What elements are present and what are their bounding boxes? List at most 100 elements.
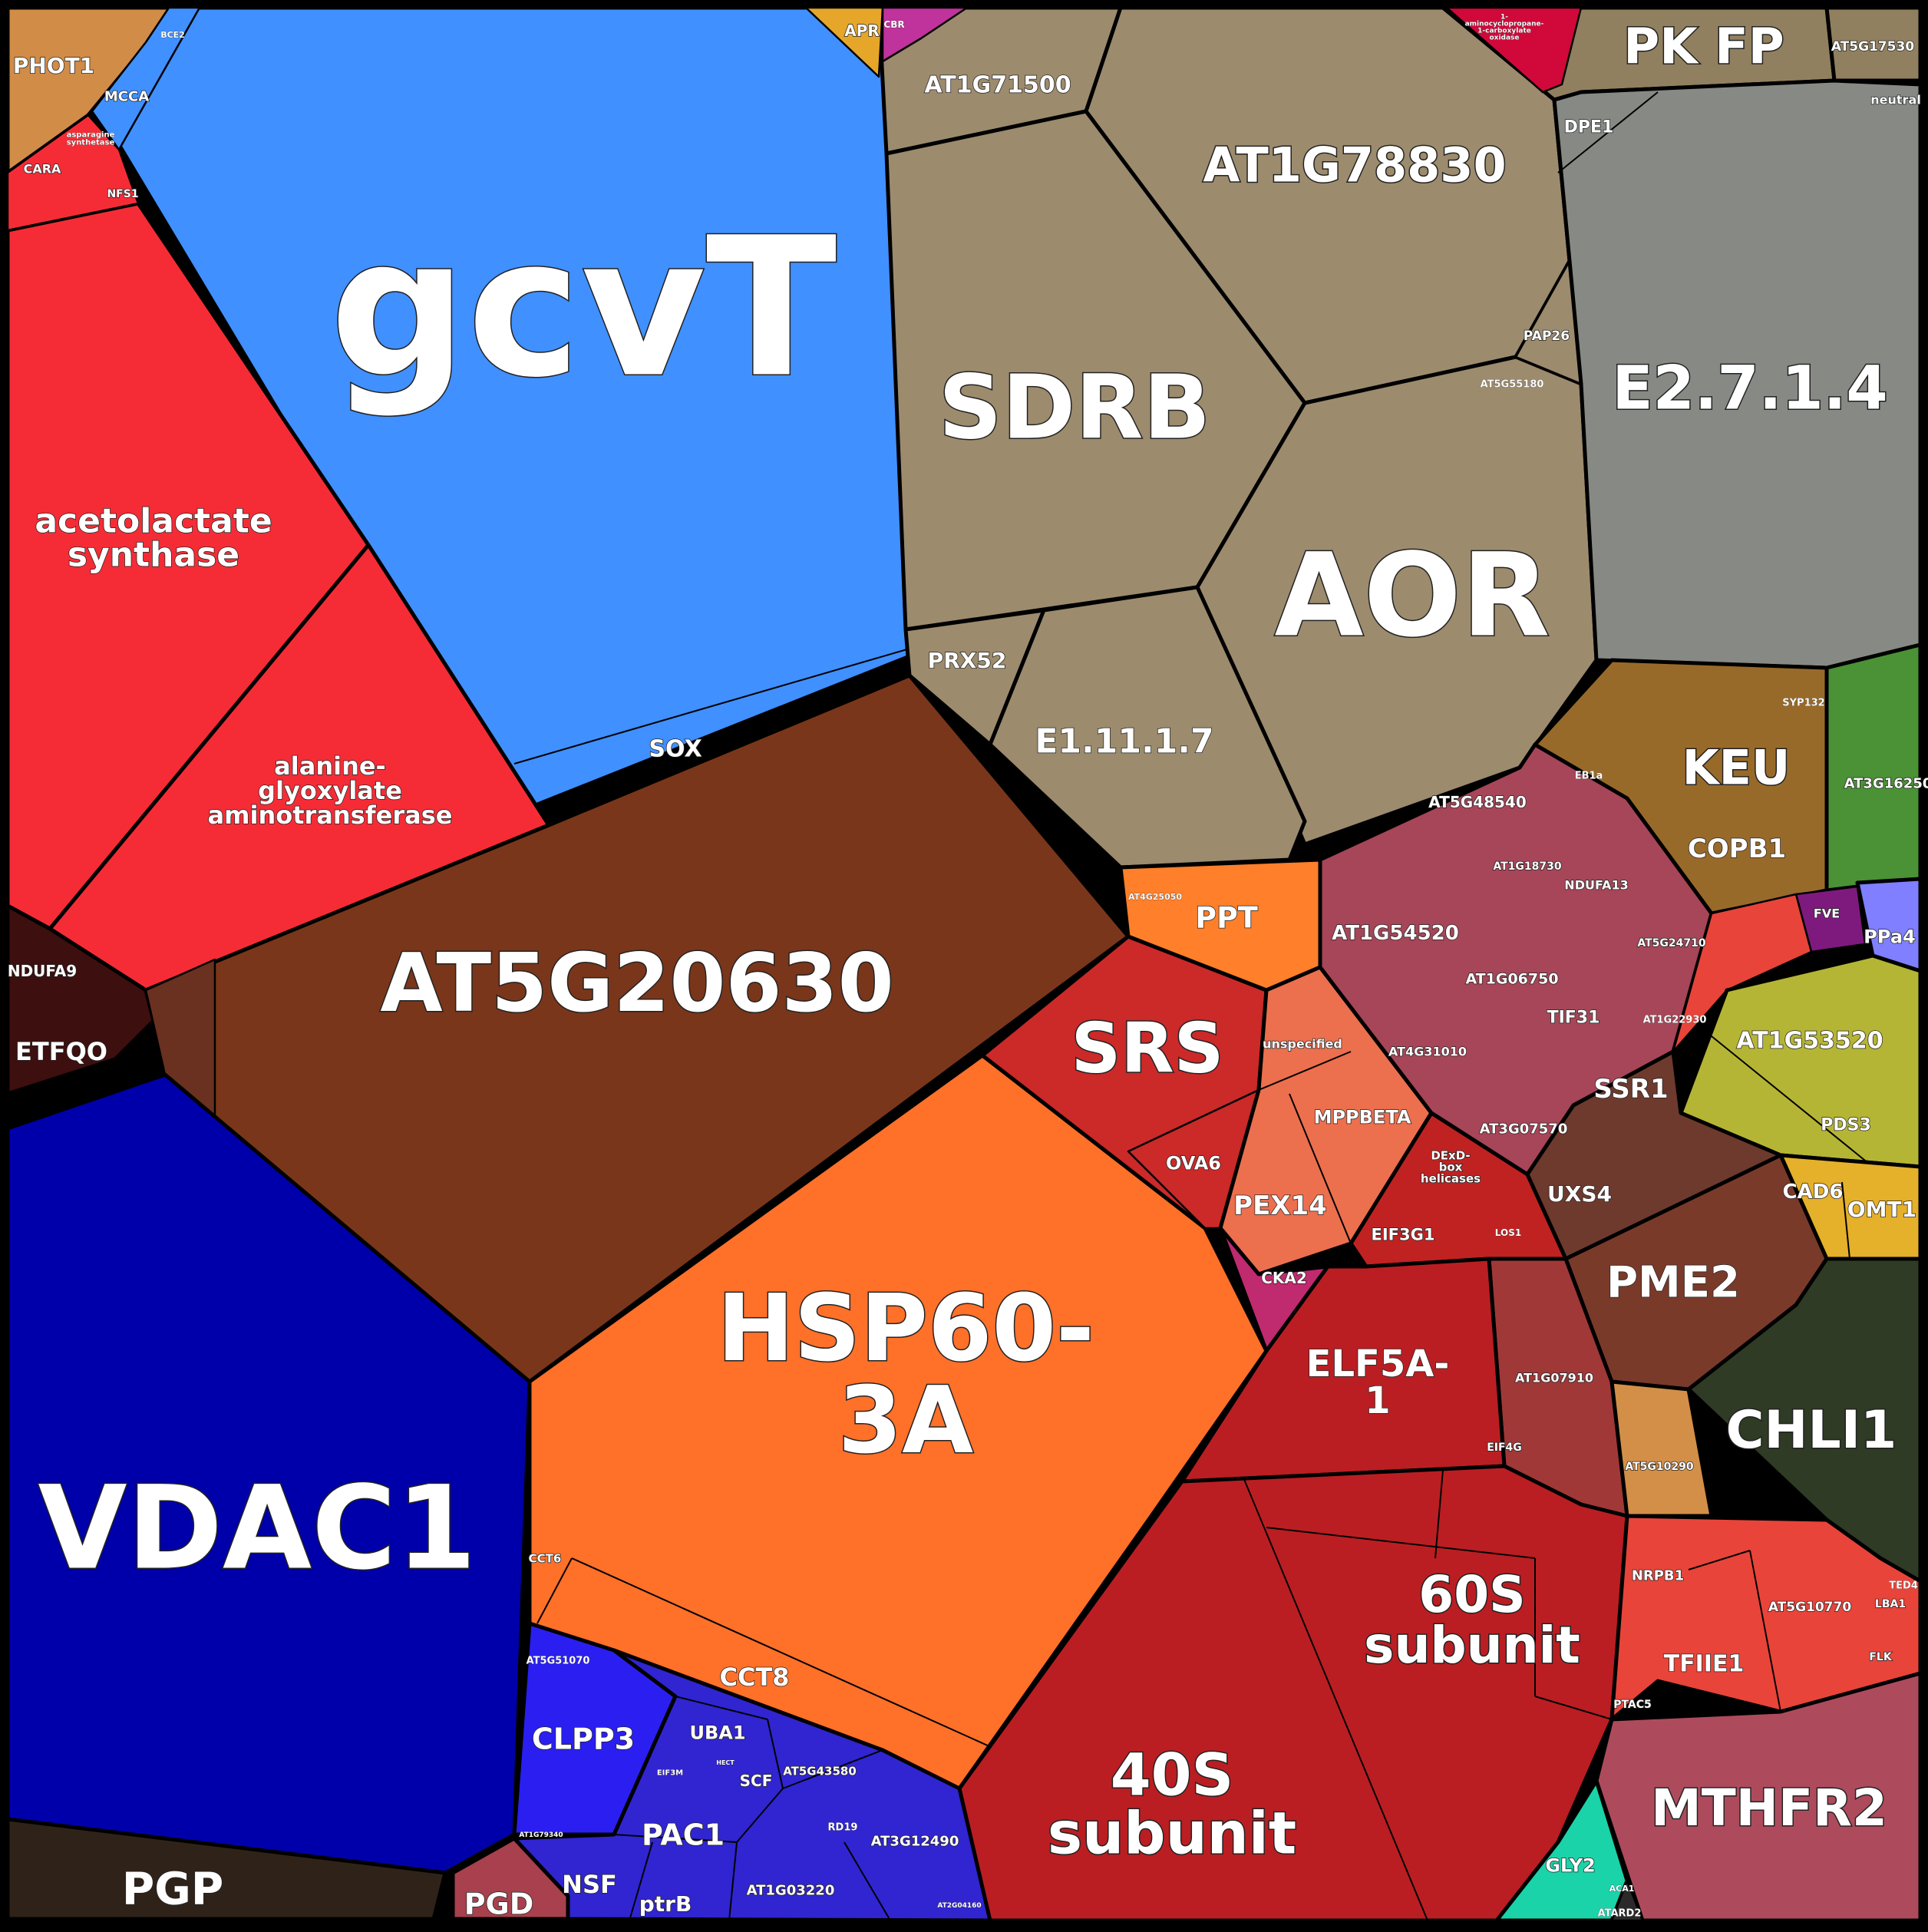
cell-label-85: GLY2 xyxy=(1545,1854,1595,1876)
cell-label-30: E2.7.1.4 xyxy=(1612,354,1887,423)
cell-red-cluster xyxy=(1672,893,1813,1053)
cell-label-75: 40S subunit xyxy=(1048,1741,1296,1868)
cell-label-1: SOX xyxy=(649,736,702,763)
cell-label-32: HSP60-3A xyxy=(717,1276,1094,1475)
cell-label-50: AT1G22930 xyxy=(1643,1015,1707,1026)
cell-label-0: gcvT xyxy=(330,197,837,420)
cell-label-41: PEX14 xyxy=(1233,1191,1327,1221)
cell-CBR xyxy=(881,6,969,63)
cell-label-81: LBA1 xyxy=(1875,1598,1906,1610)
cell-label-57: SYP132 xyxy=(1782,698,1824,709)
cell-label-60: PPa4 xyxy=(1864,926,1915,947)
cell-ACA1 xyxy=(1610,1879,1644,1922)
cell-label-39: unspecified xyxy=(1263,1037,1342,1052)
cell-label-92: AT5G43580 xyxy=(783,1764,857,1778)
cell-label-80: PTAC5 xyxy=(1613,1699,1652,1711)
cell-label-42: CKA2 xyxy=(1261,1269,1307,1287)
cell-label-22: PRX52 xyxy=(928,648,1007,673)
cell-label-26: PK FP xyxy=(1623,18,1784,75)
cell-label-16: SDRB xyxy=(939,356,1211,459)
cell-label-76: AT5G10290 xyxy=(1625,1461,1693,1473)
cell-label-33: CCT6 xyxy=(529,1551,562,1565)
cell-label-38: AT4G25050 xyxy=(1128,892,1182,902)
cell-label-82: TED4 xyxy=(1889,1580,1918,1592)
cell-label-49: TIF31 xyxy=(1547,1009,1600,1028)
cell-label-9: NFS1 xyxy=(107,188,138,200)
cell-label-91: SCF xyxy=(740,1772,773,1790)
cell-label-53: AT3G07570 xyxy=(1480,1121,1568,1137)
cell-label-14: PGP xyxy=(122,1862,224,1914)
cell-label-19: PAP26 xyxy=(1524,329,1570,344)
cell-label-21: AOR xyxy=(1274,530,1550,663)
cell-label-54: KEU xyxy=(1682,740,1791,796)
cell-label-28: DPE1 xyxy=(1564,118,1614,137)
cell-label-88: CLPP3 xyxy=(532,1722,635,1755)
cell-label-12: ETFQO xyxy=(15,1037,107,1066)
cell-label-20: AT5G55180 xyxy=(1481,379,1544,391)
cell-label-2: acetolactate synthase xyxy=(35,501,272,574)
cell-label-35: SRS xyxy=(1071,1009,1224,1089)
cell-blue-cluster xyxy=(512,1648,992,1923)
cell-label-86: ACA1 xyxy=(1609,1884,1635,1894)
cell-label-46: NDUFA13 xyxy=(1564,878,1628,893)
cell-label-55: COPB1 xyxy=(1688,834,1786,864)
cell-label-36: OVA6 xyxy=(1166,1152,1221,1174)
cell-label-68: DExD-box helicases xyxy=(1421,1148,1481,1185)
cell-label-98: RD19 xyxy=(828,1822,858,1834)
cell-label-65: OMT1 xyxy=(1847,1197,1916,1222)
cell-label-72: ELF5A-1 xyxy=(1306,1342,1450,1422)
cell-label-71: AT1G07910 xyxy=(1515,1371,1593,1385)
cell-label-70: LOS1 xyxy=(1495,1227,1521,1238)
cell-label-34: CCT8 xyxy=(719,1663,789,1692)
cell-label-6: BCE2 xyxy=(160,30,185,40)
cell-label-48: AT5G24710 xyxy=(1637,937,1705,949)
cell-AT3G16250 xyxy=(1824,642,1923,893)
cell-label-73: EIF4G xyxy=(1487,1442,1522,1454)
cell-label-25: CBR xyxy=(883,19,904,30)
cell-label-77: NRPB1 xyxy=(1632,1567,1684,1584)
cell-label-10: AT5G20630 xyxy=(380,936,893,1030)
cell-label-96: AT1G03220 xyxy=(747,1882,835,1898)
cell-AT5G17530 xyxy=(1824,5,1923,83)
cell-PGP xyxy=(5,1817,447,1921)
cell-label-52: SSR1 xyxy=(1593,1074,1668,1105)
cell-label-17: AT1G71500 xyxy=(924,72,1071,99)
cell-label-62: PDS3 xyxy=(1821,1116,1871,1135)
cell-label-13: VDAC1 xyxy=(38,1462,476,1596)
cell-label-97: AT5G51070 xyxy=(527,1656,590,1667)
cell-label-40: MPPBETA xyxy=(1314,1106,1411,1128)
cell-label-24: APR xyxy=(844,21,880,40)
cell-label-4: PHOT1 xyxy=(13,53,94,78)
cell-label-58: AT3G16250 xyxy=(1844,775,1928,791)
cell-label-7: CARA xyxy=(24,162,61,177)
cell-label-61: AT1G53520 xyxy=(1736,1028,1883,1055)
cell-label-93: AT3G12490 xyxy=(871,1833,959,1849)
cell-label-11: NDUFA9 xyxy=(8,962,77,980)
cell-label-74: 60S subunit xyxy=(1364,1565,1580,1675)
cell-CARA xyxy=(6,114,140,232)
cell-label-29: neutral xyxy=(1870,93,1920,107)
cell-label-102: AT2G04160 xyxy=(937,1902,981,1910)
cell-label-79: TFIIE1 xyxy=(1664,1651,1745,1678)
cell-label-83: FLK xyxy=(1869,1651,1892,1663)
cell-label-3: alanine-glyoxylate aminotransferase xyxy=(208,751,453,830)
cell-label-27: AT5G17530 xyxy=(1831,39,1915,54)
cell-label-67: CHLI1 xyxy=(1726,1400,1897,1461)
cell-ACC-oxidase xyxy=(1445,6,1583,94)
cell-label-23: E1.11.1.7 xyxy=(1035,722,1213,761)
cell-label-44: AT5G48540 xyxy=(1428,793,1526,811)
cell-label-45: AT1G18730 xyxy=(1493,860,1561,873)
cell-APR xyxy=(804,6,884,78)
cell-label-101: AT1G79340 xyxy=(519,1831,563,1839)
cell-label-100: HECT xyxy=(716,1759,735,1766)
cell-label-5: MCCA xyxy=(104,88,149,104)
cell-label-64: CAD6 xyxy=(1783,1181,1844,1204)
cell-label-99: EIF3M xyxy=(657,1769,683,1778)
cell-MCCA xyxy=(91,6,201,151)
cell-label-51: AT4G31010 xyxy=(1388,1045,1467,1059)
cell-label-69: EIF3G1 xyxy=(1372,1225,1435,1243)
cell-label-84: MTHFR2 xyxy=(1651,1778,1887,1838)
cell-label-94: NSF xyxy=(562,1870,617,1899)
cell-label-63: UXS4 xyxy=(1547,1181,1612,1207)
